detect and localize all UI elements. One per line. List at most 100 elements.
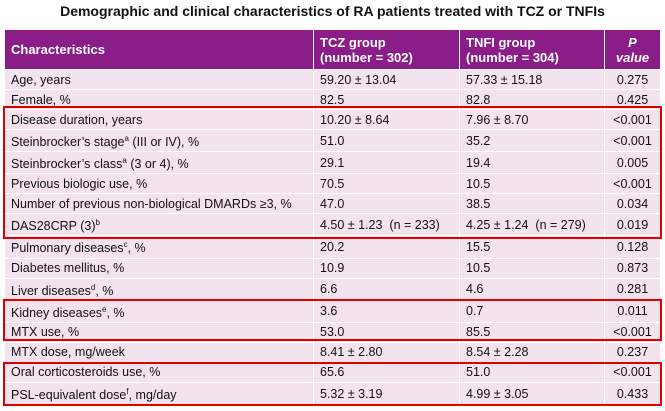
table-row: DAS28CRP (3)b 4.50 ± 1.23 (n = 233) 4.25 ±…	[4, 213, 661, 237]
tcz-value: 47.0	[313, 193, 460, 215]
row-label-text: Female, %	[11, 92, 71, 107]
header-tcz-group: TCZ group (number = 302)	[313, 29, 460, 70]
tcz-value: 53.0	[313, 321, 460, 343]
header-tcz-line1: TCZ group	[320, 34, 386, 50]
header-tcz-line2: (number = 302)	[320, 49, 413, 65]
tcz-value: 20.2	[313, 235, 460, 259]
row-label: Female, %	[4, 89, 314, 110]
p-value: 0.433	[604, 381, 661, 406]
tnfi-value: 10.5	[459, 257, 605, 279]
table-row: Liver diseasesd, % 6.6 4.6 0.281	[4, 277, 661, 301]
header-p-value: P value	[604, 29, 661, 70]
p-value: 0.128	[604, 235, 661, 259]
tcz-value: 10.9	[313, 257, 460, 279]
header-tnfi-line2: (number = 304)	[466, 49, 559, 65]
footnote-marker: f	[126, 386, 129, 396]
row-label: MTX dose, mg/week	[4, 341, 314, 363]
tnfi-value: 7.96 ± 8.70	[459, 109, 605, 130]
row-label-text: Liver diseases	[11, 283, 91, 298]
row-label-text: DAS28CRP (3)	[11, 219, 96, 234]
p-value: <0.001	[604, 361, 661, 383]
p-value: 0.237	[604, 341, 661, 363]
header-tnfi-group: TNFI group (number = 304)	[459, 29, 605, 70]
row-label-text: MTX dose, mg/week	[11, 345, 125, 360]
table-row: Kidney diseasese, % 3.6 0.7 0.011	[4, 299, 661, 323]
tcz-value: 3.6	[313, 299, 460, 323]
tcz-value: 6.6	[313, 277, 460, 301]
p-value: <0.001	[604, 173, 661, 195]
row-label: DAS28CRP (3)b	[4, 213, 314, 237]
table-row: Previous biologic use, % 70.5 10.5 <0.001	[4, 173, 661, 195]
footnote-marker: b	[95, 218, 100, 228]
row-label: Steinbrocker’s classa (3 or 4), %	[4, 151, 314, 175]
p-value: 0.281	[604, 277, 661, 301]
row-label-text: Disease duration, years	[11, 112, 143, 127]
row-label: Steinbrocker’s stagea (III or IV), %	[4, 128, 314, 153]
table-row: MTX dose, mg/week 8.41 ± 2.80 8.54 ± 2.28 0…	[4, 341, 661, 363]
p-value: 0.034	[604, 193, 661, 215]
table-row: PSL-equivalent dosef, mg/day 5.32 ± 3.19 4…	[4, 381, 661, 406]
table-row: Pulmonary diseasesc, % 20.2 15.5 0.128	[4, 235, 661, 259]
table-row: Number of previous non-biological DMARDs…	[4, 193, 661, 215]
table-row: MTX use, % 53.0 85.5 <0.001	[4, 321, 661, 343]
table-row: Steinbrocker’s classa (3 or 4), % 29.1 19.…	[4, 151, 661, 175]
row-label-suffix: , %	[95, 283, 114, 298]
row-label: Diabetes mellitus, %	[4, 257, 314, 279]
tcz-value: 10.20 ± 8.64	[313, 109, 460, 130]
tnfi-value: 57.33 ± 15.18	[459, 69, 605, 90]
tnfi-value: 4.6	[459, 277, 605, 301]
table-row: Steinbrocker’s stagea (III or IV), % 51.0…	[4, 128, 661, 153]
tnfi-value: 0.7	[459, 299, 605, 323]
row-label-text: Pulmonary diseases	[11, 241, 124, 256]
footnote-marker: c	[123, 240, 128, 250]
tcz-value: 59.20 ± 13.04	[313, 69, 460, 90]
row-label-text: PSL-equivalent dose	[11, 388, 127, 403]
table-title: Demographic and clinical characteristics…	[60, 3, 605, 19]
tnfi-value: 8.54 ± 2.28	[459, 341, 605, 363]
row-label: Liver diseasesd, %	[4, 277, 314, 301]
p-value: 0.011	[604, 299, 661, 323]
row-label-suffix: , %	[106, 305, 125, 320]
footnote-marker: d	[90, 282, 96, 292]
tnfi-value: 4.25 ± 1.24 (n = 279)	[459, 213, 605, 237]
tnfi-value: 38.5	[459, 193, 605, 215]
row-label: Disease duration, years	[4, 109, 314, 130]
row-label-text: Kidney diseases	[11, 305, 103, 320]
tcz-value: 65.6	[313, 361, 460, 383]
row-label-suffix: (III or IV), %	[128, 135, 200, 150]
table-row: Diabetes mellitus, % 10.9 10.5 0.873	[4, 257, 661, 279]
row-label: PSL-equivalent dosef, mg/day	[4, 381, 314, 406]
p-value: 0.005	[604, 151, 661, 175]
row-label: Previous biologic use, %	[4, 173, 314, 195]
header-p-value-text: P value	[615, 34, 650, 65]
table-row: Age, years 59.20 ± 13.04 57.33 ± 15.18 0.27…	[4, 69, 661, 90]
characteristics-table: Characteristics TCZ group (number = 302)…	[4, 29, 661, 406]
tcz-value: 51.0	[313, 128, 460, 153]
tcz-value: 70.5	[313, 173, 460, 195]
tnfi-value: 35.2	[459, 128, 605, 153]
tcz-value: 5.32 ± 3.19	[313, 381, 460, 406]
row-label: MTX use, %	[4, 321, 314, 343]
table-row: Female, % 82.5 82.8 0.425	[4, 89, 661, 110]
row-label-text: Steinbrocker’s stage	[11, 135, 125, 150]
row-label-suffix: , %	[127, 241, 146, 256]
tcz-value: 8.41 ± 2.80	[313, 341, 460, 363]
tcz-value: 29.1	[313, 151, 460, 175]
row-label-suffix: , mg/day	[128, 388, 177, 403]
row-label-text: Steinbrocker’s class	[11, 157, 123, 172]
footnote-marker: a	[122, 156, 127, 166]
table-row: Disease duration, years 10.20 ± 8.64 7.96 …	[4, 109, 661, 130]
tnfi-value: 10.5	[459, 173, 605, 195]
p-value: <0.001	[604, 128, 661, 153]
row-label-text: Previous biologic use, %	[11, 176, 148, 191]
footnote-marker: e	[102, 304, 107, 314]
table-row: Oral corticosteroids use, % 65.6 51.0 <0.00…	[4, 361, 661, 383]
tnfi-value: 19.4	[459, 151, 605, 175]
row-label: Age, years	[4, 69, 314, 90]
p-value: 0.873	[604, 257, 661, 279]
tnfi-value: 4.99 ± 3.05	[459, 381, 605, 406]
row-label-text: Oral corticosteroids use, %	[11, 365, 161, 380]
tcz-value: 4.50 ± 1.23 (n = 233)	[313, 213, 460, 237]
row-label-text: MTX use, %	[11, 325, 80, 340]
row-label: Number of previous non-biological DMARDs…	[4, 193, 314, 215]
